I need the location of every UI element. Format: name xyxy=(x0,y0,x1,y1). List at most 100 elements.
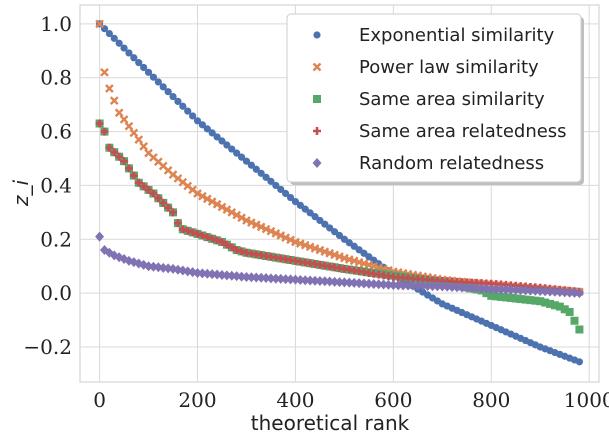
series-4 xyxy=(95,231,584,299)
data-point xyxy=(193,189,202,198)
data-point xyxy=(525,285,535,296)
data-point xyxy=(267,177,275,185)
data-point xyxy=(457,282,467,293)
data-point xyxy=(193,267,203,278)
legend-item: Power law similarity xyxy=(312,57,539,78)
data-point xyxy=(281,274,291,285)
data-point xyxy=(95,19,104,29)
data-point xyxy=(486,284,496,295)
data-point xyxy=(105,143,114,152)
data-point xyxy=(227,208,237,217)
data-point xyxy=(291,197,300,206)
data-point xyxy=(202,194,212,204)
data-point xyxy=(281,233,290,243)
legend-label: Exponential similarity xyxy=(359,25,555,46)
data-point xyxy=(506,293,515,302)
data-point xyxy=(256,222,266,232)
data-point xyxy=(272,181,280,190)
data-point xyxy=(575,325,584,334)
data-point xyxy=(276,231,286,240)
y-tick-label: 0.0 xyxy=(40,281,72,305)
data-point xyxy=(335,231,344,240)
data-point xyxy=(354,278,364,289)
legend: Exponential similarity Power law similari… xyxy=(286,13,584,185)
data-point xyxy=(115,152,124,161)
data-point xyxy=(369,278,379,289)
data-point xyxy=(261,273,271,284)
data-point xyxy=(140,63,148,72)
data-point xyxy=(213,236,222,245)
legend-item: Exponential similarity xyxy=(313,25,555,46)
data-point xyxy=(349,277,359,288)
data-point xyxy=(452,282,462,293)
data-point xyxy=(222,270,232,281)
data-point xyxy=(242,216,251,225)
x-tick-label: 200 xyxy=(178,388,216,412)
data-point xyxy=(492,292,501,301)
data-point xyxy=(437,281,447,292)
data-point xyxy=(251,220,261,230)
data-point xyxy=(241,271,251,282)
data-point xyxy=(296,201,304,209)
data-point xyxy=(164,88,172,96)
data-point xyxy=(203,233,212,242)
data-point xyxy=(467,283,477,294)
data-point xyxy=(169,208,178,217)
data-point xyxy=(95,119,104,128)
data-point xyxy=(222,205,232,215)
data-point xyxy=(149,189,158,198)
legend-marker xyxy=(313,95,321,103)
data-point xyxy=(100,127,109,136)
y-tick-label: 0.4 xyxy=(40,173,72,197)
data-point xyxy=(428,281,438,292)
data-point xyxy=(232,271,242,282)
data-point xyxy=(344,277,354,288)
data-point xyxy=(109,96,119,105)
data-point xyxy=(262,173,270,181)
data-point xyxy=(232,210,242,220)
data-point xyxy=(271,273,281,284)
data-point xyxy=(462,282,472,293)
data-point xyxy=(497,292,506,301)
data-point xyxy=(232,246,241,255)
y-tick-labels: 1.0 0.8 0.6 0.4 0.2 0.0 −0.2 xyxy=(23,12,72,359)
legend-label: Random relatedness xyxy=(359,153,544,174)
data-point xyxy=(159,83,167,91)
data-point xyxy=(119,115,129,124)
data-point xyxy=(398,280,408,291)
data-point xyxy=(521,285,531,296)
data-point xyxy=(217,269,227,280)
data-point xyxy=(359,278,369,289)
data-point xyxy=(120,44,128,52)
data-point xyxy=(301,205,309,213)
x-tick-label: 800 xyxy=(472,388,510,412)
data-point xyxy=(541,298,550,307)
data-point xyxy=(105,29,113,38)
data-point xyxy=(246,272,256,283)
data-point xyxy=(223,141,231,149)
data-point xyxy=(188,228,197,237)
data-point xyxy=(277,185,285,194)
data-point xyxy=(247,161,255,169)
data-point xyxy=(95,231,105,242)
data-point xyxy=(550,286,560,297)
data-point xyxy=(257,169,265,177)
data-point xyxy=(491,284,501,295)
data-point xyxy=(476,283,486,294)
data-point xyxy=(247,218,256,227)
data-point xyxy=(202,268,212,279)
y-tick-label: 0.8 xyxy=(40,66,72,90)
data-point xyxy=(555,287,565,298)
data-point xyxy=(203,125,211,133)
legend-marker xyxy=(313,31,321,39)
data-point xyxy=(212,199,222,209)
data-point xyxy=(125,49,133,57)
data-point xyxy=(251,272,261,283)
data-point xyxy=(198,121,207,129)
legend-label: Power law similarity xyxy=(359,57,539,78)
data-point xyxy=(178,225,187,234)
data-point xyxy=(197,268,207,279)
data-point xyxy=(531,296,540,305)
data-point xyxy=(217,237,226,246)
